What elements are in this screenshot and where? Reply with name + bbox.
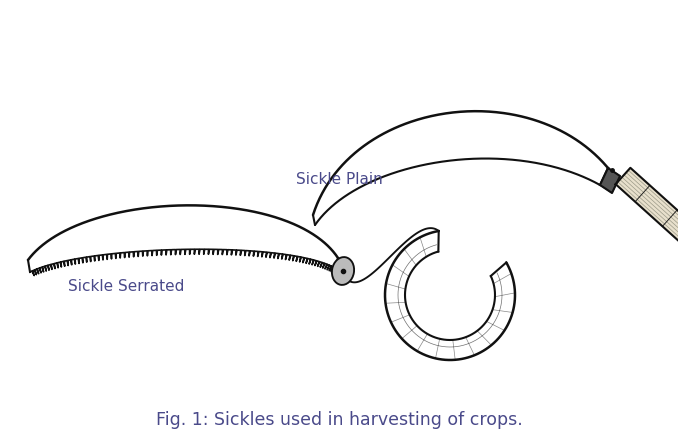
Polygon shape <box>616 168 678 254</box>
Text: Sickle Serrated: Sickle Serrated <box>68 279 184 294</box>
Text: Fig. 1: Sickles used in harvesting of crops.: Fig. 1: Sickles used in harvesting of cr… <box>156 411 522 428</box>
Text: Sickle Plain: Sickle Plain <box>296 172 382 187</box>
Polygon shape <box>600 168 620 193</box>
Ellipse shape <box>332 257 354 285</box>
